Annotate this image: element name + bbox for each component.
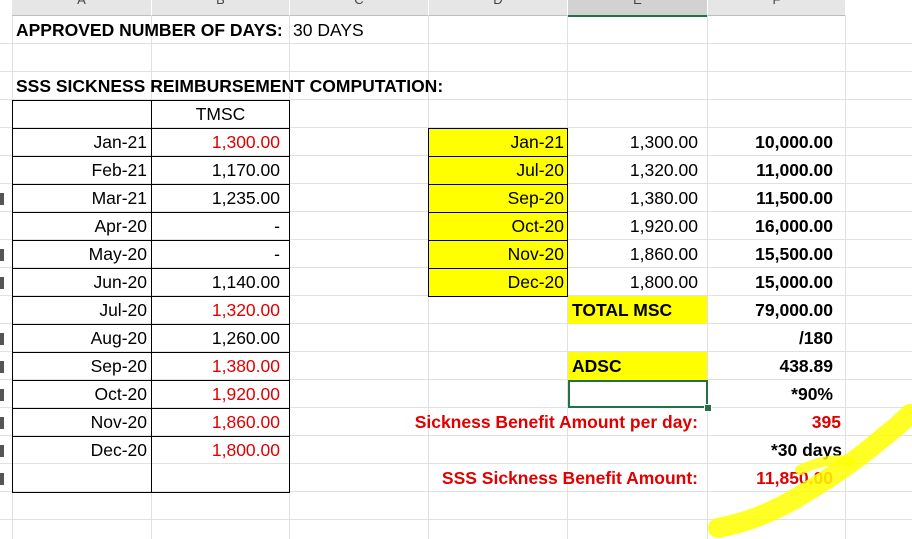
row-header-edge (0, 333, 4, 345)
divisor-value: /180 (798, 328, 833, 348)
total-msc-value: 79,000.00 (755, 300, 833, 320)
right-msc-cell: 15,000.00 (755, 272, 833, 292)
left-month-cell: Oct-20 (94, 384, 147, 404)
total-benefit-label: SSS Sickness Benefit Amount: (441, 468, 698, 488)
left-amount-cell: 1,320.00 (211, 300, 280, 320)
selected-cell-e15[interactable] (568, 380, 708, 408)
left-month-cell: Apr-20 (94, 216, 147, 236)
right-month-cell: Oct-20 (429, 212, 567, 240)
approved-days-value: 30 DAYS (293, 20, 364, 40)
adsc-label: ADSC (568, 352, 707, 380)
left-month-cell: Feb-21 (91, 160, 147, 180)
right-contribution-cell: 1,380.00 (629, 188, 698, 208)
right-msc-cell: 15,500.00 (755, 244, 833, 264)
left-month-cell: Jun-20 (93, 272, 147, 292)
section-title: SSS SICKNESS REIMBURSEMENT COMPUTATION: (16, 76, 444, 96)
left-amount-cell: 1,170.00 (211, 160, 280, 180)
left-month-cell: Mar-21 (91, 188, 147, 208)
row-header-edge (0, 249, 4, 261)
left-month-cell: Nov-20 (90, 412, 147, 432)
adsc-value: 438.89 (779, 356, 833, 376)
row-header-edge (0, 473, 4, 485)
left-amount-cell: 1,800.00 (211, 440, 280, 460)
right-contribution-cell: 1,800.00 (629, 272, 698, 292)
left-month-cell: Dec-20 (90, 440, 147, 460)
column-header-c[interactable]: C (290, 0, 428, 16)
approved-days-label: APPROVED NUMBER OF DAYS: (16, 20, 283, 40)
right-month-cell: Dec-20 (429, 268, 567, 296)
column-header-a[interactable]: A (12, 0, 151, 16)
fill-handle[interactable] (704, 404, 712, 412)
row-header-edge (0, 193, 4, 205)
left-month-cell: Aug-20 (90, 328, 147, 348)
daily-benefit-label: Sickness Benefit Amount per day: (414, 412, 698, 432)
left-amount-cell: 1,235.00 (211, 188, 280, 208)
left-amount-cell: 1,380.00 (211, 356, 280, 376)
rate-value: *90% (791, 384, 833, 404)
left-month-cell: Jul-20 (99, 300, 147, 320)
row-header-edge (0, 417, 4, 429)
right-month-cell: Jan-21 (429, 128, 567, 156)
column-header-b[interactable]: B (152, 0, 289, 16)
left-amount-cell: 1,860.00 (211, 412, 280, 432)
right-msc-cell: 16,000.00 (755, 216, 833, 236)
daily-benefit-value: 395 (811, 412, 841, 432)
left-amount-cell: - (274, 244, 280, 264)
left-amount-cell: 1,920.00 (211, 384, 280, 404)
row-header-edge (0, 361, 4, 373)
column-header-e[interactable]: E (568, 0, 707, 17)
column-header-f[interactable]: F (708, 0, 845, 16)
right-contribution-cell: 1,860.00 (629, 244, 698, 264)
right-month-cell: Nov-20 (429, 240, 567, 268)
row-header-edge (0, 389, 4, 401)
right-contribution-cell: 1,300.00 (629, 132, 698, 152)
right-msc-cell: 11,500.00 (756, 188, 833, 208)
left-amount-cell: 1,140.00 (211, 272, 280, 292)
right-month-cell: Sep-20 (429, 184, 567, 212)
left-amount-cell: - (274, 216, 280, 236)
right-msc-cell: 10,000.00 (755, 132, 833, 152)
right-msc-cell: 11,000.00 (756, 160, 833, 180)
left-amount-cell: 1,260.00 (211, 328, 280, 348)
left-month-cell: Sep-20 (90, 356, 147, 376)
left-month-cell: Jan-21 (93, 132, 147, 152)
total-msc-label: TOTAL MSC (568, 296, 707, 324)
days-multiplier: *30 days (770, 440, 842, 460)
right-contribution-cell: 1,320.00 (629, 160, 698, 180)
left-amount-cell: 1,300.00 (211, 132, 280, 152)
tmsc-header: TMSC (195, 104, 246, 124)
column-header-d[interactable]: D (429, 0, 567, 16)
row-header-edge (0, 445, 4, 457)
right-contribution-cell: 1,920.00 (629, 216, 698, 236)
left-month-cell: May-20 (88, 244, 147, 264)
right-month-cell: Jul-20 (429, 156, 567, 184)
row-header-edge (0, 277, 4, 289)
